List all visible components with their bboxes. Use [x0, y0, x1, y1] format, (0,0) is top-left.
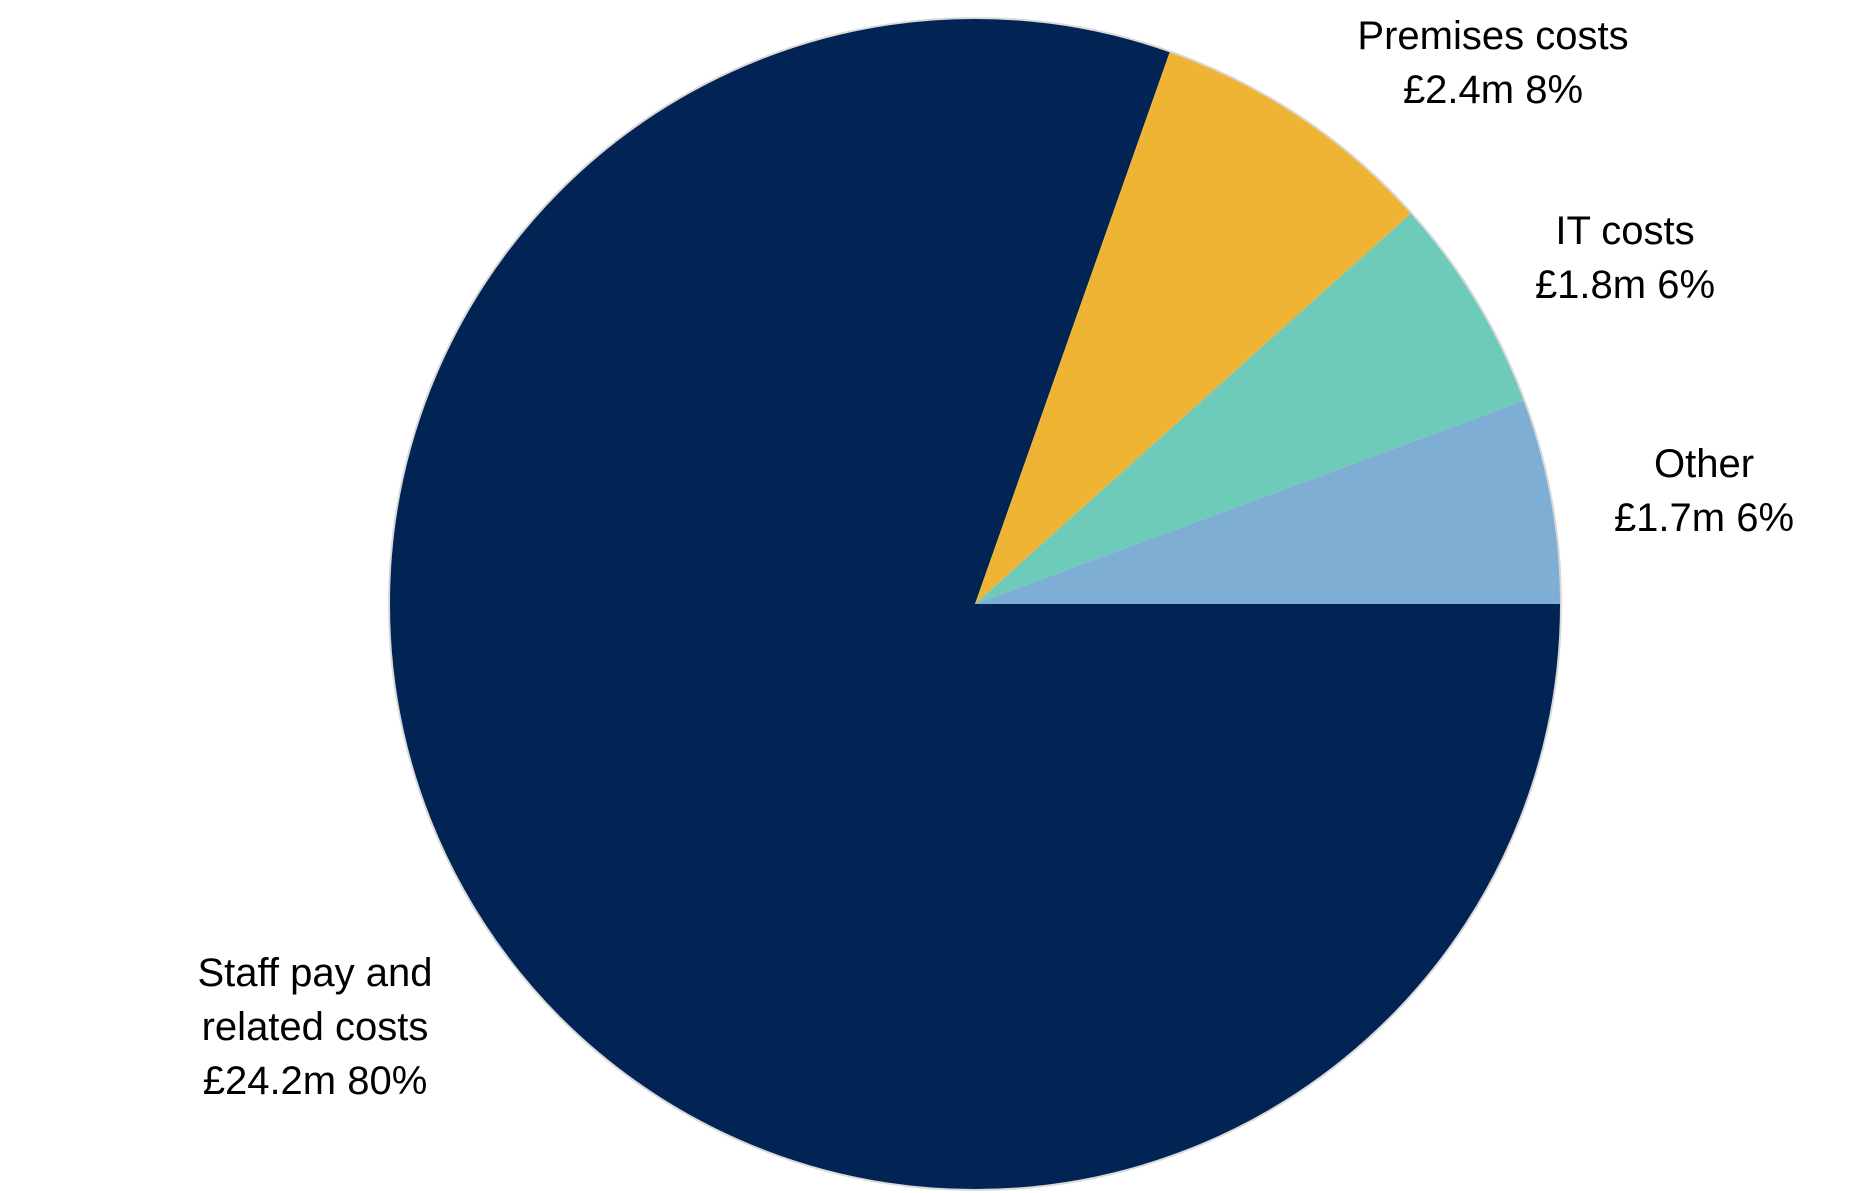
pie-slice — [388, 18, 1561, 1191]
slice-label: IT costs — [1555, 209, 1695, 253]
pie-slice — [975, 400, 1561, 604]
pie-slice — [975, 212, 1525, 604]
slice-label: Premises costs — [1357, 14, 1629, 58]
slice-label: Staff pay and related costs — [197, 951, 433, 1049]
value-label: £24.2m 80% — [202, 1059, 428, 1103]
value-label: £1.8m 6% — [1534, 263, 1716, 307]
pie-slice — [975, 51, 1412, 605]
value-label: £1.7m 6% — [1613, 496, 1795, 540]
value-label: £2.4m 8% — [1402, 68, 1584, 112]
slice-label: Other — [1653, 442, 1755, 486]
pie-outline — [388, 17, 1562, 1191]
